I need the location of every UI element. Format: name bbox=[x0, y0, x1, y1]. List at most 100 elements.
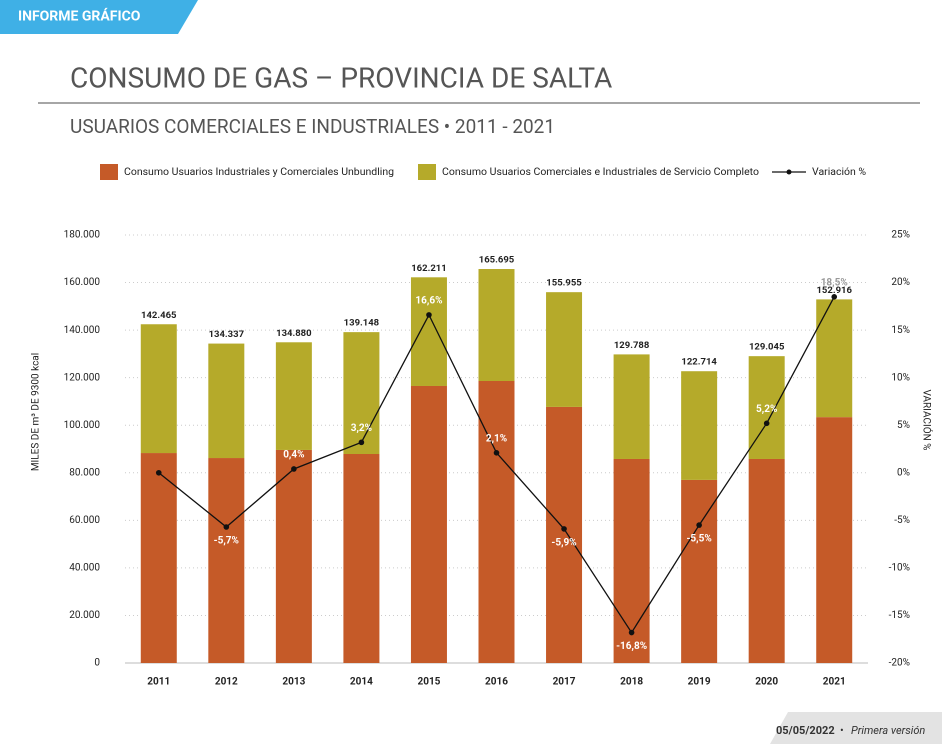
y2-tick-label: 5% bbox=[897, 420, 910, 431]
line-value-label: 18,5% bbox=[821, 277, 848, 288]
bar-segment bbox=[275, 449, 312, 663]
x-tick-label: 2016 bbox=[485, 677, 508, 688]
y2-tick-label: 0% bbox=[897, 467, 910, 478]
total-label: 155.955 bbox=[546, 278, 582, 289]
x-tick-label: 2011 bbox=[147, 677, 170, 688]
bar-segment bbox=[681, 371, 718, 480]
total-label: 134.880 bbox=[276, 328, 312, 339]
total-label: 134.337 bbox=[209, 329, 245, 340]
line-point bbox=[831, 294, 838, 300]
line-point bbox=[291, 466, 297, 472]
x-tick-label: 2015 bbox=[417, 677, 440, 688]
x-tick-label: 2012 bbox=[215, 677, 238, 688]
y-tick-label: 100.000 bbox=[64, 420, 101, 431]
x-tick-label: 2018 bbox=[620, 677, 643, 688]
y-tick-label: 120.000 bbox=[64, 372, 101, 383]
header-tag: INFORME GRÁFICO bbox=[18, 7, 141, 25]
line-value-label: -5,7% bbox=[214, 536, 239, 547]
y-tick-label: 60.000 bbox=[69, 515, 100, 526]
y2-tick-label: 10% bbox=[891, 372, 910, 383]
total-label: 122.714 bbox=[681, 357, 717, 368]
line-point bbox=[763, 420, 770, 427]
y-tick-label: 180.000 bbox=[64, 230, 101, 241]
y-tick-label: 80.000 bbox=[69, 467, 100, 478]
bar-segment bbox=[613, 458, 650, 663]
bar-segment bbox=[343, 453, 380, 663]
line-value-label: 3,2% bbox=[351, 423, 372, 434]
legend-swatch bbox=[418, 164, 436, 180]
x-tick-label: 2014 bbox=[350, 677, 373, 688]
line-point bbox=[223, 524, 230, 530]
y-tick-label: 0 bbox=[94, 658, 100, 669]
y2-tick-label: 15% bbox=[891, 325, 910, 336]
footer-date: 05/05/2022 bbox=[776, 724, 835, 737]
legend-label: Consumo Usuarios Industriales y Comercia… bbox=[124, 165, 394, 178]
line-value-label: 0,4% bbox=[283, 450, 304, 461]
bar-segment bbox=[208, 458, 245, 663]
y2-tick-label: -5% bbox=[894, 515, 910, 526]
line-point bbox=[493, 450, 500, 456]
footer-tab bbox=[770, 712, 942, 744]
y-tick-label: 20.000 bbox=[69, 610, 100, 621]
y2-tick-label: -15% bbox=[889, 610, 910, 621]
footer-version: Primera versión bbox=[851, 724, 925, 737]
total-label: 129.788 bbox=[614, 340, 650, 351]
x-tick-label: 2021 bbox=[823, 677, 846, 688]
x-tick-label: 2017 bbox=[553, 677, 576, 688]
x-tick-label: 2019 bbox=[688, 677, 711, 688]
chart-title: CONSUMO DE GAS – PROVINCIA DE SALTA bbox=[70, 61, 612, 94]
line-value-label: -5,5% bbox=[686, 534, 711, 545]
total-label: 162.211 bbox=[411, 263, 446, 274]
x-tick-label: 2020 bbox=[755, 677, 778, 688]
y2-tick-label: -10% bbox=[889, 563, 910, 574]
bar-segment bbox=[410, 277, 447, 386]
y-tick-label: 160.000 bbox=[64, 277, 101, 288]
line-point bbox=[426, 312, 432, 318]
bar-segment bbox=[478, 269, 515, 381]
bar-segment bbox=[410, 385, 447, 663]
total-label: 142.465 bbox=[141, 310, 177, 321]
bar-segment bbox=[748, 458, 785, 663]
header-tab bbox=[0, 0, 198, 34]
bar-segment bbox=[816, 417, 853, 663]
footer-separator: • bbox=[840, 724, 844, 737]
y2-tick-label: 25% bbox=[891, 230, 910, 241]
line-value-label: -16,8% bbox=[616, 641, 647, 652]
y-axis-label: MILES DE m³ DE 9300 kcal bbox=[31, 353, 42, 471]
bar-segment bbox=[140, 324, 177, 454]
y2-axis-label: VARIACIÓN % bbox=[920, 389, 933, 450]
line-point bbox=[696, 522, 702, 528]
bar-segment bbox=[343, 332, 380, 454]
legend-label: Consumo Usuarios Comerciales e Industria… bbox=[442, 165, 759, 178]
bar-segment bbox=[275, 342, 312, 450]
line-point bbox=[155, 469, 162, 476]
total-label: 129.045 bbox=[749, 342, 785, 353]
line-point bbox=[561, 526, 567, 532]
bar-segment bbox=[478, 380, 515, 663]
total-label: 139.148 bbox=[344, 318, 380, 329]
bar-segment bbox=[546, 406, 583, 663]
total-label: 165.695 bbox=[479, 255, 515, 266]
line-value-label: 16,6% bbox=[415, 296, 442, 307]
line-value-label: 2,1% bbox=[486, 433, 507, 444]
bar-segment bbox=[613, 354, 650, 459]
bar-segment bbox=[681, 479, 718, 663]
total-label: 152.916 bbox=[816, 285, 852, 296]
y2-tick-label: -20% bbox=[889, 658, 910, 669]
y-tick-label: 140.000 bbox=[64, 325, 101, 336]
bar-segment bbox=[140, 453, 177, 663]
line-value-label: 5,2% bbox=[756, 404, 777, 415]
line-point bbox=[358, 439, 365, 446]
bar-segment bbox=[816, 299, 853, 418]
y-tick-label: 40.000 bbox=[69, 563, 100, 574]
bar-segment bbox=[546, 292, 583, 407]
legend-swatch-dot bbox=[786, 169, 792, 175]
bar-segment bbox=[208, 343, 245, 459]
x-tick-label: 2013 bbox=[282, 677, 305, 688]
y2-tick-label: 20% bbox=[891, 277, 910, 288]
legend-swatch bbox=[100, 164, 118, 180]
chart-subtitle: USUARIOS COMERCIALES E INDUSTRIALES • 20… bbox=[70, 115, 555, 138]
line-point bbox=[628, 629, 635, 636]
line-value-label: -5,9% bbox=[551, 538, 576, 549]
